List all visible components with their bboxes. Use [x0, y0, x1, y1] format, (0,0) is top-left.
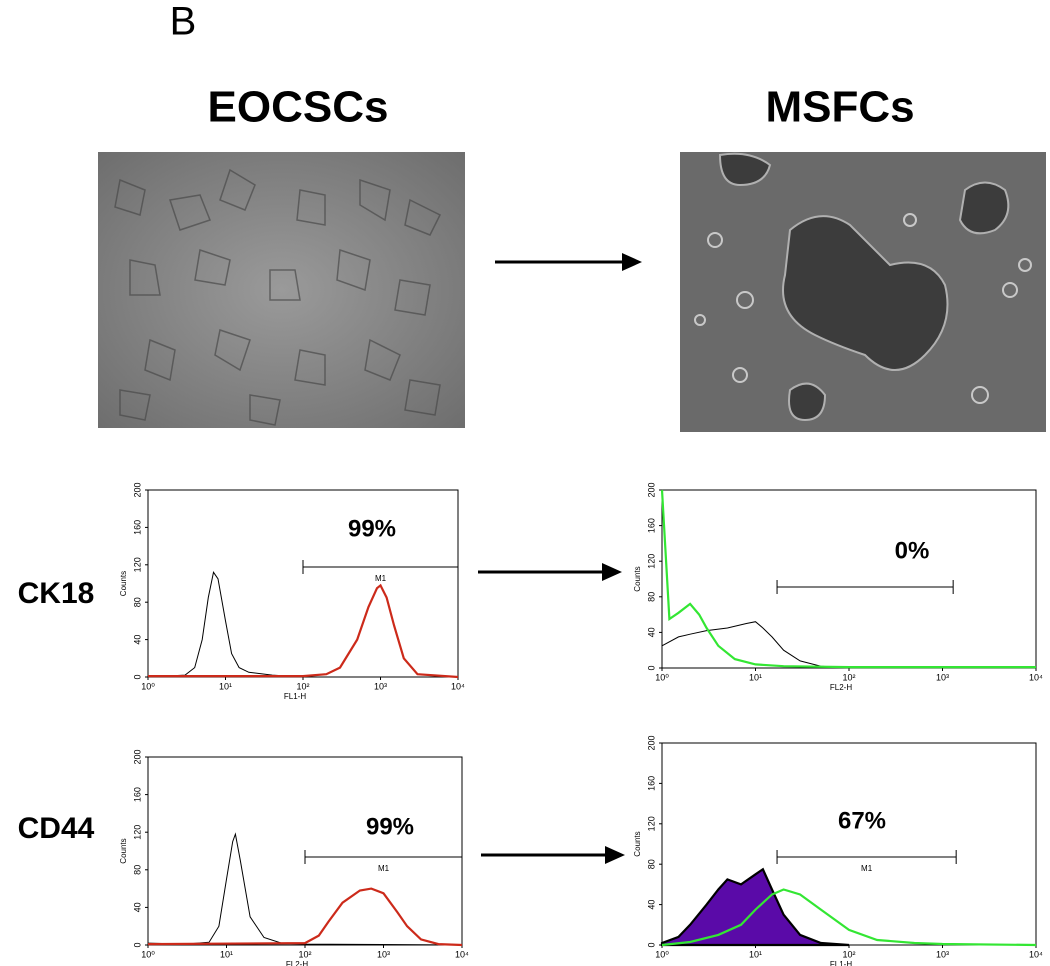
- y-tick-label: 80: [132, 597, 142, 607]
- y-tick-label: 160: [646, 776, 656, 791]
- micrograph: [680, 152, 1046, 432]
- x-tick-label: 10³: [936, 949, 949, 959]
- x-tick-label: 10³: [936, 672, 949, 682]
- percent-annotation: 99%: [366, 813, 414, 840]
- y-tick-label: 0: [132, 942, 142, 947]
- x-tick-label: 10²: [298, 949, 311, 959]
- plot-frame: [147, 489, 459, 678]
- percent-annotation: 0%: [895, 537, 930, 564]
- x-tick-label: 10¹: [749, 672, 762, 682]
- x-tick-label: 10¹: [219, 681, 232, 691]
- x-tick-label: 10²: [842, 672, 855, 682]
- y-tick-label: 40: [646, 627, 656, 637]
- y-axis-label: Counts: [119, 838, 128, 863]
- y-tick-label: 200: [646, 735, 656, 750]
- y-tick-label: 40: [646, 900, 656, 910]
- histogram-line: [661, 621, 850, 669]
- gate-label: M1: [861, 864, 873, 873]
- x-tick-label: 10⁴: [451, 681, 465, 691]
- y-axis-label: Counts: [633, 831, 642, 856]
- histogram-line: [660, 489, 1036, 669]
- y-tick-label: 120: [646, 554, 656, 569]
- x-tick-label: 10²: [842, 949, 855, 959]
- x-tick-label: 10⁴: [1029, 949, 1043, 959]
- x-tick-label: 10²: [296, 681, 309, 691]
- y-tick-label: 200: [646, 482, 656, 497]
- x-axis-label: FL2-H: [286, 960, 308, 966]
- x-axis-label: FL1-H: [284, 692, 306, 701]
- row-label: CD44: [18, 812, 95, 845]
- gate-label: M1: [378, 864, 390, 873]
- y-tick-label: 80: [132, 865, 142, 875]
- x-axis-label: FL2-H: [830, 683, 852, 692]
- column-title: EOCSCs: [208, 83, 389, 132]
- panel-label: B: [170, 0, 197, 44]
- histogram-line: [147, 571, 458, 678]
- row-label: CK18: [18, 577, 95, 610]
- y-tick-label: 120: [646, 816, 656, 831]
- x-tick-label: 10¹: [220, 949, 233, 959]
- y-tick-label: 80: [646, 592, 656, 602]
- y-axis-label: Counts: [633, 566, 642, 591]
- x-tick-label: 10⁴: [455, 949, 469, 959]
- y-tick-label: 40: [132, 635, 142, 645]
- gate-label: M1: [375, 574, 387, 583]
- plot-frame: [661, 489, 1037, 669]
- x-tick-label: 10⁰: [141, 949, 155, 959]
- x-tick-label: 10⁰: [655, 672, 669, 682]
- y-tick-label: 0: [132, 674, 142, 679]
- histogram-line: [661, 888, 1037, 947]
- arrows: [478, 253, 642, 864]
- percent-annotation: 99%: [348, 515, 396, 542]
- histogram-line: [147, 887, 463, 947]
- y-tick-label: 160: [132, 520, 142, 535]
- x-tick-label: 10⁴: [1029, 672, 1043, 682]
- x-tick-label: 10³: [374, 681, 387, 691]
- x-tick-label: 10⁰: [655, 949, 669, 959]
- y-tick-label: 200: [132, 482, 142, 497]
- histogram-area: [660, 867, 850, 947]
- y-tick-label: 0: [646, 665, 656, 670]
- y-tick-label: 80: [646, 859, 656, 869]
- x-axis-label: FL1-H: [830, 960, 852, 966]
- x-tick-label: 10⁰: [141, 681, 155, 691]
- y-tick-label: 120: [132, 557, 142, 572]
- y-tick-label: 0: [646, 942, 656, 947]
- y-tick-label: 200: [132, 749, 142, 764]
- y-tick-label: 120: [132, 825, 142, 840]
- histogram-line: [148, 583, 459, 679]
- percent-annotation: 67%: [838, 807, 886, 834]
- y-tick-label: 40: [132, 902, 142, 912]
- column-title: MSFCs: [765, 83, 914, 132]
- y-tick-label: 160: [646, 518, 656, 533]
- x-tick-label: 10³: [377, 949, 390, 959]
- y-axis-label: Counts: [119, 571, 128, 596]
- y-tick-label: 160: [132, 787, 142, 802]
- x-tick-label: 10¹: [749, 949, 762, 959]
- micrograph: [98, 152, 465, 428]
